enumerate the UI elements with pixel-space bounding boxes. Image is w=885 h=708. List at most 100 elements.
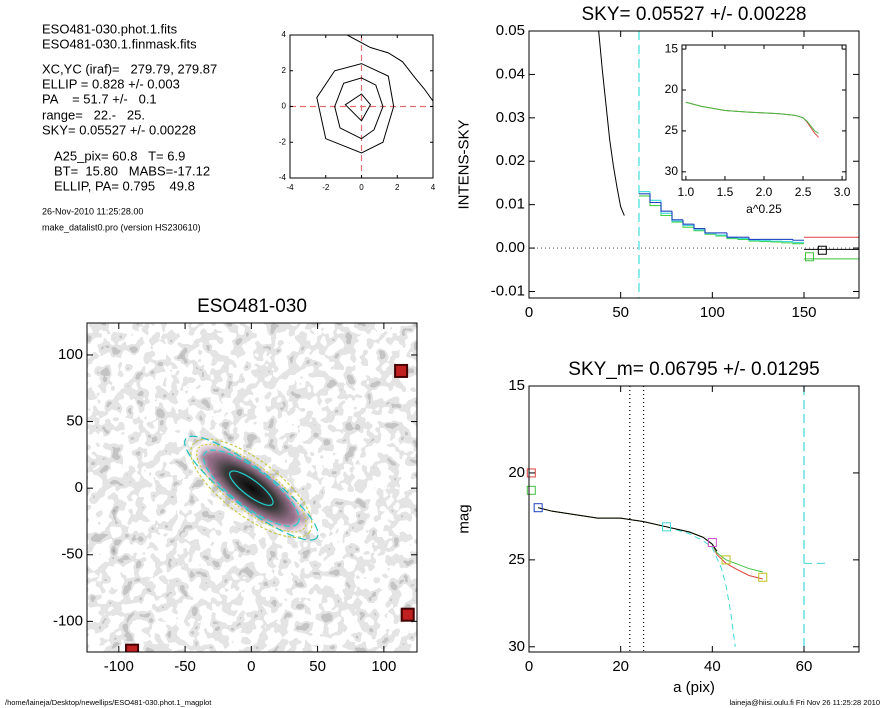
masked-star [400,607,415,622]
y-tick-label: 2 [282,66,287,75]
y-tick-label: 30 [508,638,525,655]
info-line: ESO481-030.phot.1.fits [42,21,178,36]
info-line: range= 22.- 25. [42,107,145,122]
step-segment [792,239,804,241]
isophote-ellipse [184,435,319,541]
x-tick-label: 1.0 [678,185,695,199]
x-tick-label: 2 [395,183,400,192]
info-line: A25_pix= 60.8 T= 6.9 [54,148,185,163]
info-date: 26-Nov-2010 11:25:28.00 [42,206,143,216]
data-line [685,101,819,134]
data-line [344,93,372,122]
step-segment [693,225,705,231]
y-tick-label: 0.03 [496,109,525,126]
plot-frame [528,385,860,653]
x-tick-label: 50 [309,658,326,675]
step-segment [781,241,793,244]
info-line: ESO481-030.1.finmask.fits [42,36,197,51]
data-point [721,555,731,565]
plot-frame [86,322,418,653]
info-line: BT= 15.80 MABS=-17.12 [54,163,210,178]
data-point [526,468,536,478]
step-segment [660,202,672,212]
data-line [334,77,384,140]
step-segment [726,232,738,238]
data-line [538,507,718,552]
x-tick-label: -4 [286,183,294,192]
step-segment [649,191,661,201]
footer-right: laineja@hiisi.oulu.fi Fri Nov 26 11:25:2… [730,698,880,707]
data-point [662,522,671,532]
y-tick-label: 0.02 [496,152,525,169]
galaxy [193,441,310,535]
info-program: make_datalist0.pro (version HS230610) [42,222,201,232]
y-tick-label: 0.01 [496,196,525,213]
x-tick-label: 1.5 [717,185,734,199]
isophote-ellipse [190,438,313,538]
x-tick-label: -100 [104,658,134,675]
info-line: ELLIP, PA= 0.795 49.8 [54,178,195,193]
chart-title: SKY_m= 0.06795 +/- 0.01295 [568,359,819,380]
x-tick-label: -2 [322,183,330,192]
y-tick-label: 20 [508,464,525,481]
info-block: ESO481-030.phot.1.fitsESO481-030.1.finma… [42,21,217,232]
y-axis-label: INTENS-SKY [455,119,472,209]
x-tick-label: 0 [359,183,364,192]
data-line [346,35,433,102]
y-tick-label: 100 [58,346,83,363]
step-segment [792,242,804,245]
y-tick-label: 25 [665,123,679,137]
data-point [526,485,536,495]
y-tick-label: -50 [61,546,83,563]
step-segment [649,193,661,204]
x-tick-label: 60 [796,658,813,675]
x-tick-label: 100 [371,658,396,675]
data-point [707,537,717,547]
x-tick-label: 4 [431,183,436,192]
y-tick-label: 0.00 [496,239,525,256]
x-tick-label: 2.0 [756,185,773,199]
step-segment [671,211,683,221]
x-tick-label: 3.0 [834,185,851,199]
y-tick-label: 0.04 [496,65,525,82]
data-point [805,252,814,262]
plot-frame [528,30,860,299]
isophote-ellipse [229,470,274,506]
x-tick-label: 2.5 [795,185,812,199]
y-tick-label: -100 [53,612,83,629]
chart-title: ESO481-030 [197,296,307,317]
y-axis-label: mag [455,504,472,533]
info-line: ELLIP = 0.828 +/- 0.003 [42,76,180,91]
data-line [316,63,395,154]
x-tick-label: 40 [704,658,721,675]
x-tick-label: 0 [247,658,255,675]
masked-star [125,643,140,652]
data-line [538,507,763,573]
y-tick-label: 50 [66,413,83,430]
x-tick-label: -50 [174,658,196,675]
info-line: PA = 51.7 +/- 0.1 [42,91,157,106]
step-segment [715,233,727,236]
data-line [538,507,763,580]
y-tick-label: 0 [282,102,287,111]
isophote-ellipse [202,449,300,527]
data-line [598,31,625,216]
footer-left: /home/laineja/Desktop/newellips/ESO481-0… [5,698,212,707]
step-segment [693,224,705,230]
y-tick-label: 0.05 [496,22,525,39]
x-tick-label: 0 [525,304,533,321]
x-tick-label: 50 [612,304,629,321]
isophote-ellipse [196,443,307,533]
y-tick-label: 0 [75,479,83,496]
x-tick-label: 0 [525,658,533,675]
y-tick-label: 30 [665,164,679,178]
step-segment [748,237,760,240]
x-tick-label: 20 [612,658,629,675]
x-tick-label: 100 [700,304,725,321]
step-segment [660,205,672,217]
x-tick-label: 150 [791,304,816,321]
y-tick-label: 4 [282,30,287,39]
x-axis-label: a^0.25 [746,202,782,216]
